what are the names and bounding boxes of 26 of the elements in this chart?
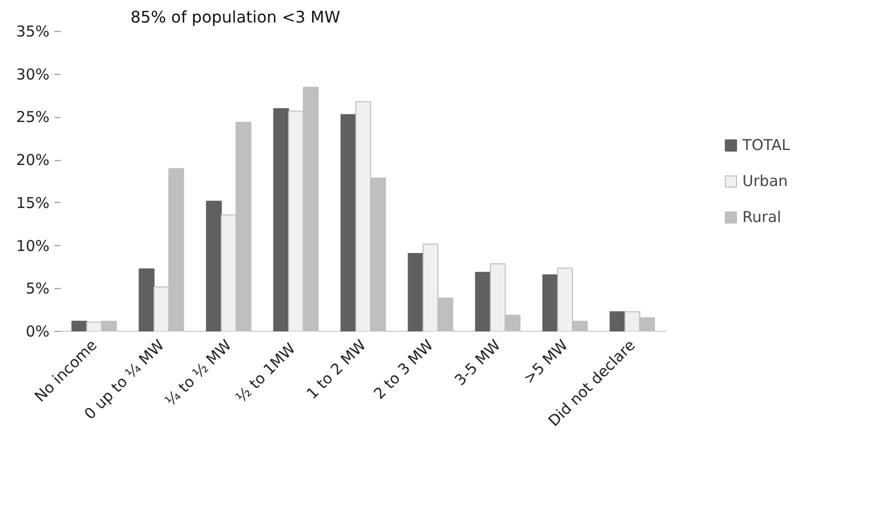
- y-tick-label: 35%: [16, 22, 50, 40]
- text: 85% of population <3 MW: [130, 8, 340, 26]
- x-tick-label: 2 to 3 MW: [370, 336, 437, 403]
- legend-label: TOTAL: [742, 136, 790, 154]
- y-tick-label: 30%: [16, 65, 50, 84]
- y-tick-label: 20%: [16, 151, 50, 170]
- x-tick-label: >5 MW: [520, 336, 572, 388]
- legend-label: Urban: [742, 172, 788, 190]
- y-tick-label: 15%: [16, 194, 50, 212]
- y-tick-label: 10%: [16, 236, 50, 255]
- bar: [71, 320, 88, 332]
- y-tick-label: 0%: [26, 322, 50, 340]
- legend-label: Rural: [742, 208, 782, 226]
- x-tick-label: 1 to 2 MW: [302, 336, 370, 403]
- bar: [206, 200, 222, 332]
- bar: [340, 114, 356, 332]
- bar: [610, 311, 626, 332]
- bar: [273, 108, 290, 332]
- y-tick-label: 25%: [16, 108, 50, 126]
- bar: [542, 274, 558, 332]
- bar: [408, 253, 424, 332]
- x-tick-label: ¼ to ½ MW: [161, 336, 236, 410]
- x-tick-label: 3-5 MW: [451, 336, 504, 390]
- bar: [475, 272, 491, 332]
- y-tick-label: 5%: [26, 280, 50, 298]
- bar: [138, 268, 155, 332]
